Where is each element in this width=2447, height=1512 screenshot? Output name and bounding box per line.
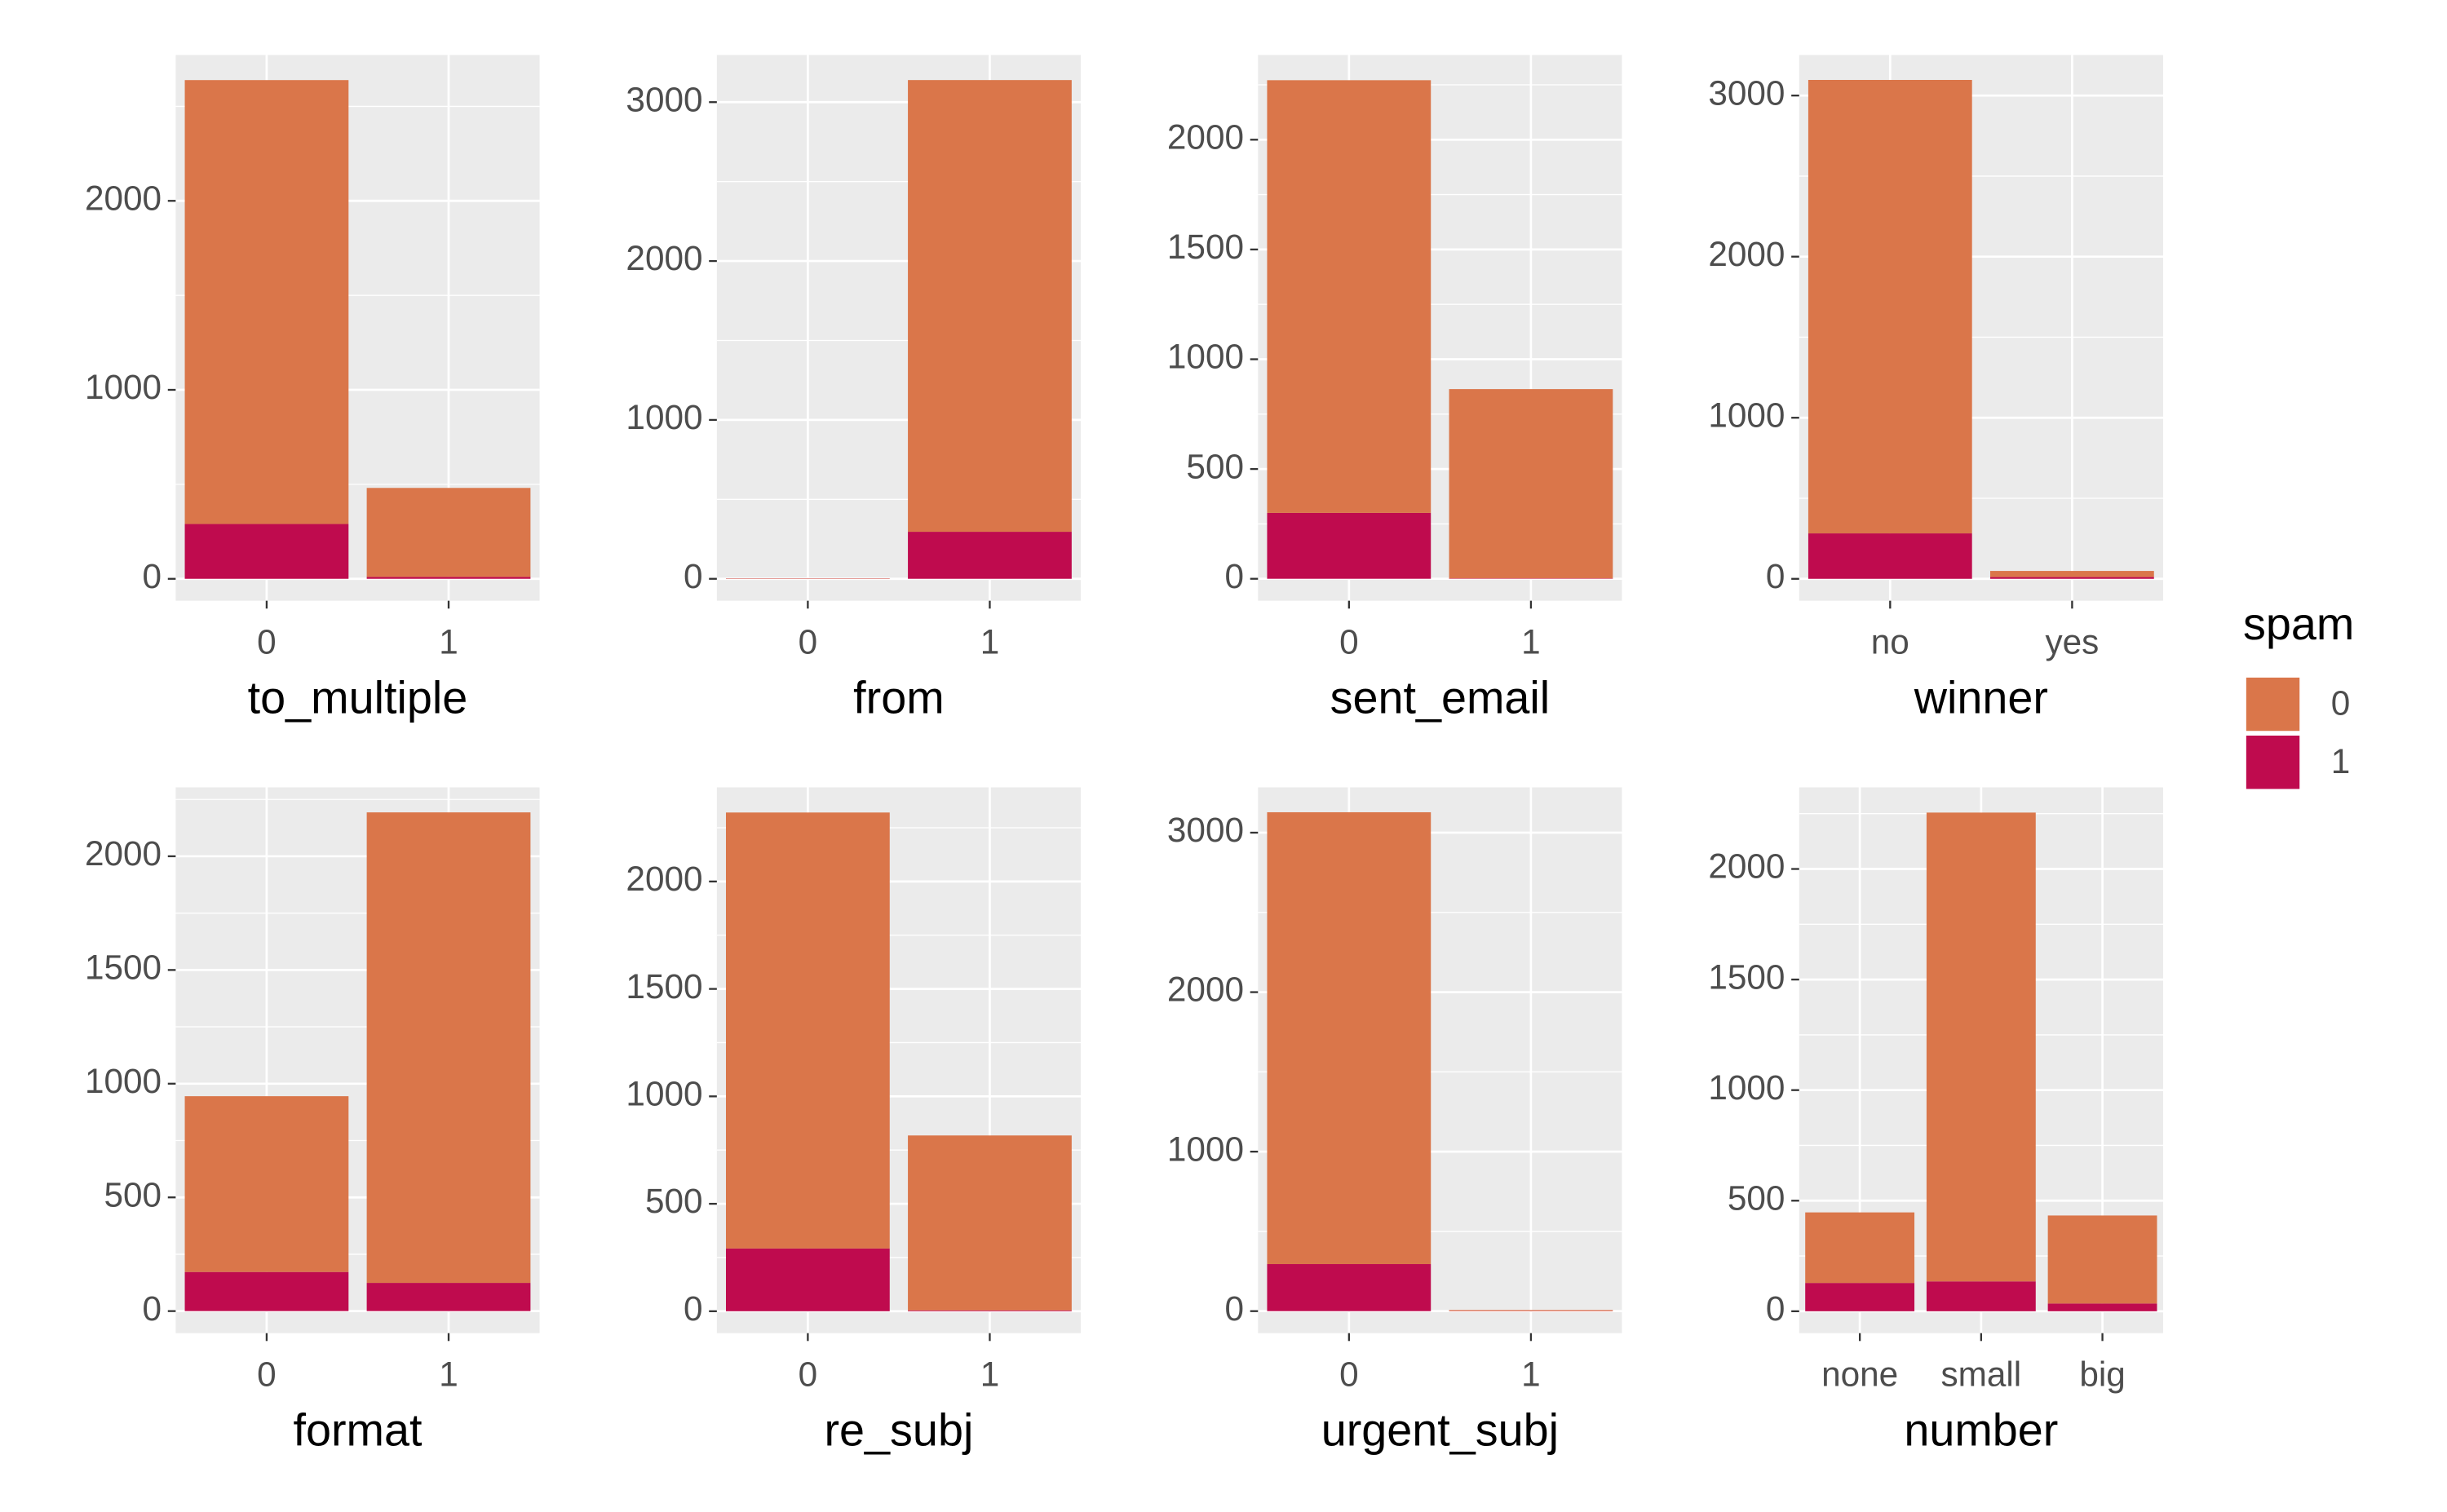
y-tick-label: 0 [143,1289,162,1328]
y-tick-label: 1500 [1167,228,1244,266]
y-tick-label: 2000 [1708,847,1785,886]
x-axis-title: urgent_subj [1321,1405,1559,1456]
bar-segment [908,532,1072,579]
legend-label: 0 [2331,684,2351,723]
bar-segment [1267,80,1431,513]
bar-segment [1990,577,2154,579]
x-tick-label: 0 [257,1355,277,1394]
bar-segment [184,1096,349,1272]
x-tick-label: 0 [799,1355,818,1394]
x-axis-title: winner [1914,672,2048,723]
bar-segment [184,1271,349,1311]
legend-key [2246,736,2300,789]
y-tick-label: 3000 [1167,811,1244,849]
legend-title: spam [2243,599,2354,649]
y-tick-label: 0 [684,1289,703,1328]
bar-segment [1267,1264,1431,1311]
y-tick-label: 0 [1224,1289,1244,1328]
x-tick-label: yes [2045,623,2099,661]
bar-segment [366,577,531,579]
x-axis-title: number [1904,1405,2058,1456]
x-axis-title: sent_email [1330,672,1551,723]
y-tick-label: 0 [1766,1289,1785,1328]
y-tick-label: 3000 [626,80,702,118]
x-axis-title: re_subj [824,1405,973,1456]
x-tick-label: 1 [980,1355,1000,1394]
y-tick-label: 1000 [1167,1130,1244,1168]
y-tick-label: 500 [1728,1178,1785,1217]
y-tick-label: 1000 [626,1075,702,1113]
x-tick-label: 0 [1339,1355,1359,1394]
x-tick-label: small [1940,1355,2021,1394]
x-tick-label: 1 [439,1355,458,1394]
bar-segment [1449,1310,1613,1311]
x-axis-title: format [293,1405,423,1456]
y-tick-label: 2000 [85,179,162,217]
bar-segment [1449,389,1613,579]
bar-segment [726,1248,890,1311]
bar-segment [366,812,531,1284]
x-tick-label: 0 [1339,623,1359,661]
x-tick-label: 1 [1521,1355,1541,1394]
y-tick-label: 1000 [85,368,162,406]
legend-label: 1 [2331,742,2351,780]
y-tick-label: 1000 [1708,396,1785,434]
y-tick-label: 500 [104,1175,162,1214]
bar-segment [1808,533,1972,579]
y-tick-label: 2000 [85,834,162,873]
bar-segment [908,1135,1072,1311]
x-tick-label: no [1871,623,1909,661]
x-tick-label: big [2079,1355,2125,1394]
y-tick-label: 500 [645,1182,703,1220]
bar-segment [1449,578,1613,579]
bar-segment [1808,80,1972,534]
x-tick-label: 0 [257,623,277,661]
x-axis-title: to_multiple [248,672,468,723]
bar-segment [2047,1303,2157,1311]
bar-segment [366,1283,531,1311]
bar-segment [1926,812,2036,1282]
x-tick-label: 1 [1521,623,1541,661]
y-tick-label: 1500 [1708,957,1785,996]
y-tick-label: 0 [684,557,703,595]
y-tick-label: 2000 [1167,970,1244,1009]
bar-segment [1926,1281,2036,1311]
y-tick-label: 2000 [626,860,702,898]
y-tick-label: 1000 [1708,1068,1785,1107]
y-tick-label: 3000 [1708,73,1785,112]
y-tick-label: 0 [1224,557,1244,595]
bar-segment [184,80,349,524]
bar-segment [1805,1283,1915,1311]
bar-segment [184,524,349,579]
y-tick-label: 0 [1766,557,1785,595]
bar-segment [2047,1215,2157,1304]
y-tick-label: 1500 [626,967,702,1006]
x-tick-label: 0 [799,623,818,661]
y-tick-label: 500 [1186,447,1244,485]
x-tick-label: 1 [439,623,458,661]
bar-segment [1267,512,1431,579]
y-tick-label: 1500 [85,948,162,987]
y-tick-label: 2000 [626,239,702,277]
y-tick-label: 1000 [1167,338,1244,376]
bar-segment [1805,1212,1915,1284]
y-tick-label: 1000 [626,398,702,436]
legend-key [2246,677,2300,732]
x-tick-label: 1 [980,623,1000,661]
bar-segment [1990,571,2154,577]
y-tick-label: 0 [143,557,162,595]
y-tick-label: 2000 [1708,235,1785,273]
bar-segment [366,488,531,577]
y-tick-label: 2000 [1167,117,1244,156]
bar-segment [1267,811,1431,1265]
x-axis-title: from [853,672,945,723]
x-tick-label: none [1821,1355,1898,1394]
y-tick-label: 1000 [85,1062,162,1100]
bar-segment [726,812,890,1249]
bar-segment [908,80,1072,533]
